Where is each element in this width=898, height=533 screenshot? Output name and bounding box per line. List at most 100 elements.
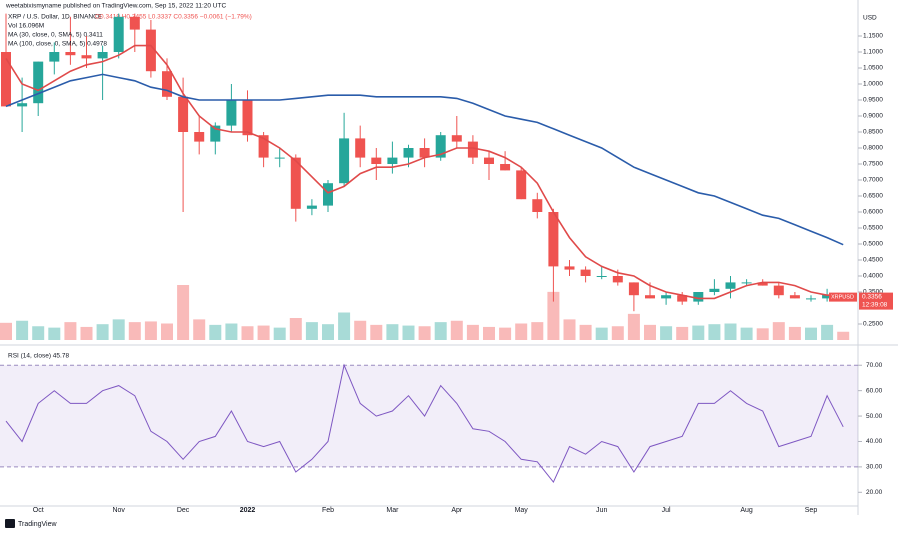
candle-body	[516, 170, 527, 200]
candle-body	[129, 16, 140, 30]
volume-bar	[273, 327, 286, 340]
candle-body	[532, 199, 543, 212]
currency: USD	[863, 15, 877, 22]
candle-body	[435, 135, 446, 158]
volume-bar	[547, 291, 560, 340]
volume-bar	[644, 324, 656, 340]
candle-body	[323, 183, 333, 206]
volume-legend: Vol 16.096M	[8, 23, 44, 30]
volume-bar	[627, 313, 640, 340]
volume-bar	[821, 324, 834, 340]
volume-bar	[241, 326, 254, 340]
candle-body	[645, 295, 655, 299]
volume-bar	[660, 326, 673, 340]
x-tick-label: Oct	[33, 507, 44, 514]
candle-body	[741, 282, 752, 284]
candle-body	[49, 52, 60, 62]
candle-body	[162, 71, 172, 97]
volume-bar	[499, 327, 512, 340]
candle-body	[451, 135, 462, 142]
volume-bar	[740, 327, 753, 340]
candle-body	[548, 212, 559, 267]
y-tick-label: 0.8500	[863, 129, 883, 136]
candle-body	[725, 282, 736, 289]
candle-body	[484, 157, 494, 164]
y-tick-label: 0.3500	[863, 289, 883, 296]
volume-bar	[144, 321, 157, 340]
candle-body	[371, 157, 382, 164]
candle-body	[65, 52, 76, 56]
volume-bar	[805, 327, 817, 340]
volume-bar	[531, 322, 544, 340]
volume-bar	[112, 319, 125, 340]
volume-bar	[96, 324, 109, 340]
y-tick-label: 60.00	[866, 387, 883, 394]
volume-bar	[370, 324, 383, 340]
rsi-band	[0, 365, 858, 467]
volume-bar	[257, 325, 270, 340]
candle-body	[290, 157, 301, 209]
symbol: XRP / U.S. Dollar, 1D, BINANCE	[8, 14, 103, 21]
volume-bar	[128, 322, 141, 340]
legend-entry: MA (30, close, 0, SMA, 5) 0.3411	[8, 32, 103, 39]
y-tick-label: 20.00	[866, 489, 883, 496]
y-tick-label: 0.6500	[863, 193, 883, 200]
candle-body	[258, 135, 269, 158]
volume-bar	[48, 327, 61, 340]
candle-body	[1, 52, 11, 107]
candle-body	[628, 282, 639, 296]
candle-body	[596, 276, 607, 277]
volume-bar	[0, 322, 12, 340]
candle-body	[81, 55, 92, 59]
candle-body	[355, 138, 366, 158]
y-tick-label: 0.7000	[863, 177, 883, 184]
volume-bar	[322, 324, 334, 340]
candle-body	[210, 125, 221, 142]
legend-entry: MA (100, close, 0, SMA, 5) 0.4978	[8, 41, 107, 48]
volume-bar	[676, 326, 689, 340]
candle-body	[661, 295, 672, 299]
volume-bar	[386, 324, 399, 340]
ohlc: O0.3419 H0.3455 L0.3337 C0.3356 −0.0061 …	[95, 14, 252, 21]
x-tick-label: Jul	[662, 507, 671, 514]
x-tick-label: Nov	[112, 507, 125, 514]
candle-body	[757, 282, 768, 286]
volume-bar	[692, 325, 705, 340]
ma-line	[5, 73, 844, 246]
volume-bar	[338, 312, 351, 340]
candle-body	[789, 295, 800, 299]
volume-bar	[434, 322, 447, 340]
candle-body	[500, 164, 511, 171]
candle-body	[17, 103, 28, 107]
volume-bar	[756, 328, 769, 340]
y-tick-label: 0.8000	[863, 145, 883, 152]
candle-body	[178, 96, 189, 132]
volume-bar	[837, 331, 850, 340]
volume-bar	[563, 319, 576, 340]
candle-body	[467, 141, 478, 158]
y-tick-label: 0.9500	[863, 97, 883, 104]
volume-bar	[209, 324, 222, 340]
volume-bar	[724, 323, 737, 340]
x-tick-label: Feb	[322, 507, 334, 514]
x-tick-label: Aug	[740, 507, 753, 514]
volume-bar	[354, 320, 367, 340]
volume-bar	[772, 322, 785, 340]
price-tag-countdown: 12:39:08	[862, 301, 888, 308]
candle-body	[564, 266, 575, 270]
y-tick-label: 0.9000	[863, 113, 883, 120]
volume-bar	[225, 323, 238, 340]
volume-bar	[579, 324, 592, 340]
candle-body	[387, 157, 398, 164]
y-tick-label: 0.7500	[863, 161, 883, 168]
candle-body	[773, 285, 784, 296]
x-tick-label: 2022	[240, 507, 256, 514]
volume-bar	[289, 318, 302, 340]
x-tick-label: May	[515, 507, 529, 514]
volume-bar	[305, 322, 318, 340]
y-tick-label: 0.5000	[863, 241, 883, 248]
y-tick-label: 1.0000	[863, 81, 883, 88]
candle-body	[709, 288, 720, 292]
footer: TradingView	[18, 521, 57, 528]
